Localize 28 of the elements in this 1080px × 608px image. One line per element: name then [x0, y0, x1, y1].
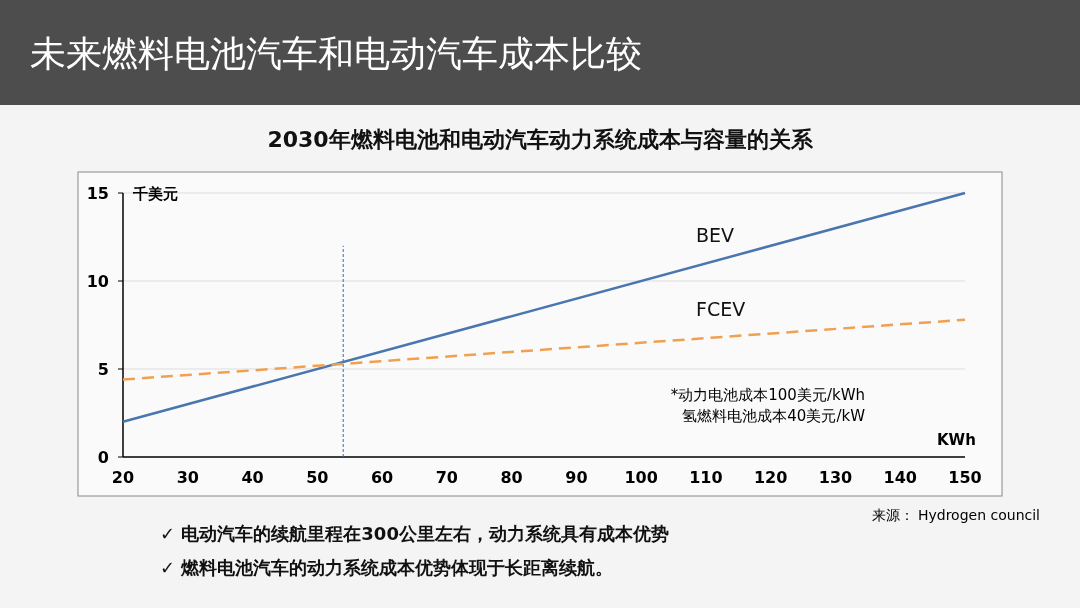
chart-subtitle: 2030年燃料电池和电动汽车动力系统成本与容量的关系 — [267, 127, 814, 152]
x-axis-title: KWh — [937, 431, 976, 449]
chart-title: 未来燃料电池汽车和电动汽车成本比较 — [30, 33, 642, 74]
y-tick-label: 15 — [86, 184, 109, 203]
series-label: BEV — [695, 223, 735, 246]
x-tick-label: 130 — [818, 468, 853, 487]
series-label: FCEV — [695, 298, 746, 321]
y-tick-label: 5 — [97, 360, 109, 379]
x-tick-label: 70 — [435, 468, 458, 487]
y-tick-label: 10 — [86, 272, 109, 291]
x-tick-label: 40 — [241, 468, 264, 487]
x-tick-label: 50 — [306, 468, 329, 487]
text: ✓ 燃料电池汽车的动力系统成本优势体现于长距离续航。 — [160, 557, 614, 578]
x-tick-label: 100 — [624, 468, 658, 487]
x-tick-label: 80 — [500, 468, 523, 487]
x-tick-label: 60 — [370, 468, 394, 487]
x-tick-label: 150 — [948, 468, 982, 487]
source-note: 来源： Hydrogen council — [871, 507, 1040, 523]
text: ✓ 电动汽车的续航里程在300公里左右，动力系统具有成本优势 — [160, 523, 669, 544]
x-tick-label: 110 — [689, 468, 723, 487]
annotation: *动力电池成本100美元/kWh 氢燃料电池成本40美元/kW — [670, 386, 866, 425]
x-tick-label: 30 — [176, 468, 199, 487]
x-tick-label: 120 — [753, 468, 788, 487]
x-tick-label: 140 — [883, 468, 917, 487]
x-tick-label: 90 — [565, 468, 588, 487]
y-tick-label: 0 — [97, 448, 109, 467]
x-tick-label: 20 — [111, 468, 135, 487]
y-axis-title: 千美元 — [132, 185, 178, 203]
